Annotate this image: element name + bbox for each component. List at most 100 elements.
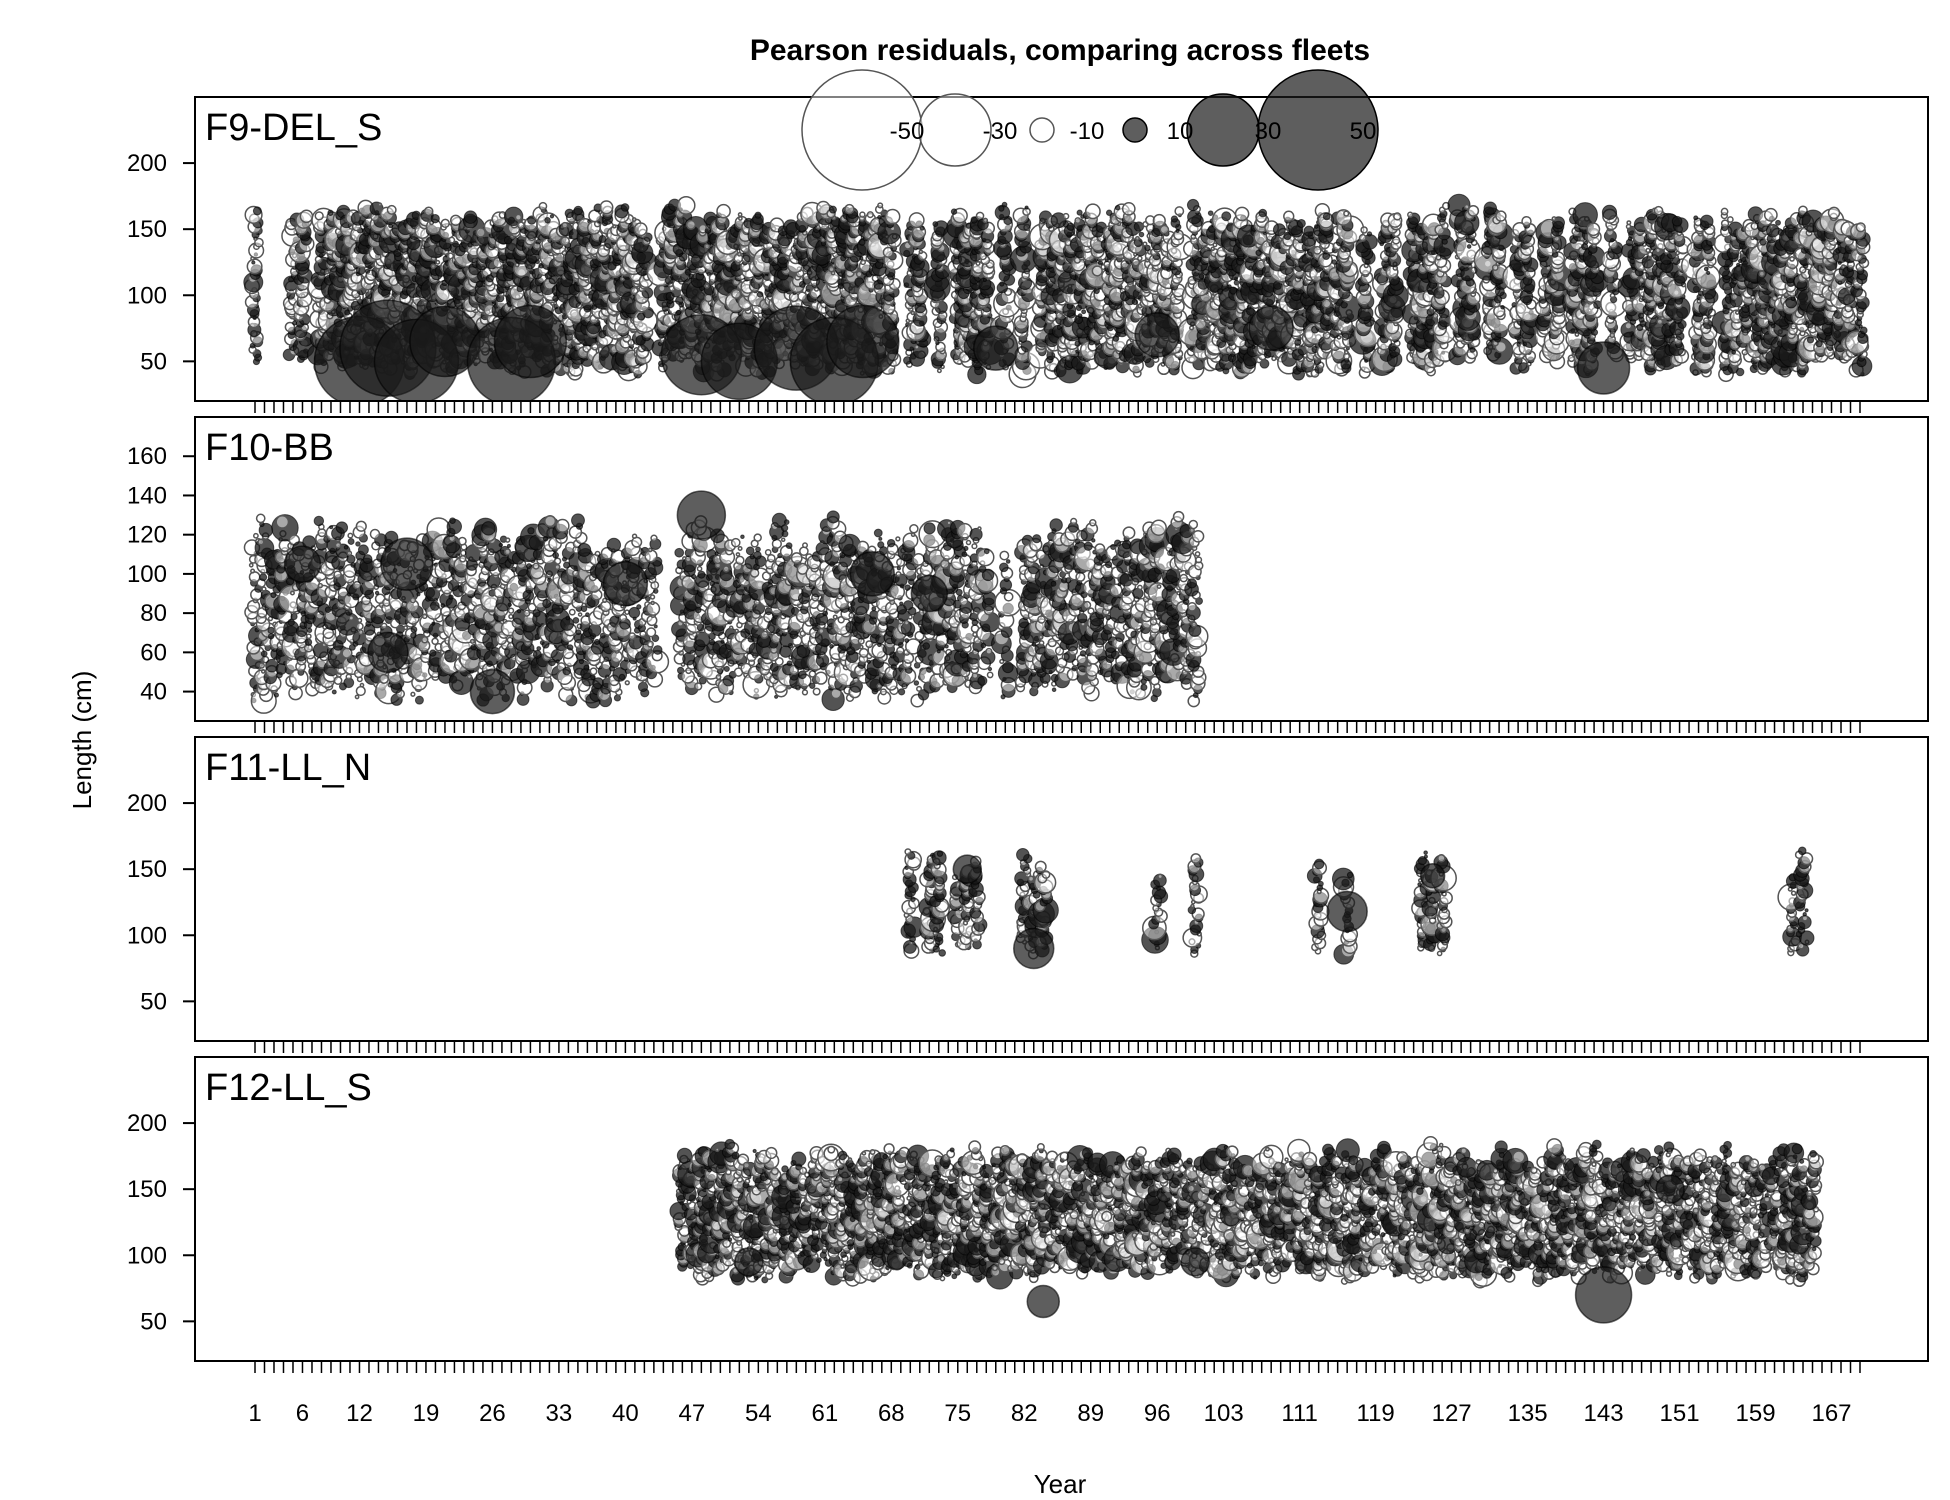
bubble-negative: [1152, 213, 1166, 228]
bubble-negative: [1358, 233, 1367, 242]
bubble-positive: [1706, 270, 1711, 276]
bubble-negative: [440, 218, 450, 228]
bubble-positive: [982, 277, 987, 282]
bubble-negative: [386, 204, 397, 215]
bubble-negative: [975, 211, 985, 221]
panels-group: F9-DEL_S50100150200F10-BB406080100120140…: [127, 96, 1929, 1373]
bubble-positive: [1331, 259, 1337, 265]
bubble-negative: [703, 243, 711, 250]
bubble-positive: [1272, 223, 1286, 237]
bubble-group: [243, 193, 1873, 401]
bubble-positive: [1500, 304, 1505, 310]
bubble-positive: [1077, 313, 1083, 319]
bubble-positive: [1703, 266, 1709, 272]
bubble-negative: [908, 212, 925, 229]
bubble-negative: [1551, 216, 1557, 222]
bubble-negative: [1062, 212, 1070, 220]
bubble-positive: [1138, 231, 1145, 238]
bubble-positive: [549, 214, 555, 219]
bubble-negative: [435, 259, 441, 265]
bubble-negative: [448, 236, 456, 244]
bubble-negative: [422, 300, 428, 305]
bubble-positive: [1246, 304, 1252, 310]
bubble-negative: [716, 203, 731, 219]
bubble-negative: [1142, 241, 1148, 247]
bubble-positive: [1583, 240, 1589, 245]
bubble-negative: [1209, 298, 1214, 303]
bubble-negative: [1703, 317, 1710, 324]
bubble-negative: [936, 368, 942, 374]
bubble-negative: [1283, 210, 1295, 222]
bubble-negative: [1407, 211, 1414, 218]
bubble-positive: [1186, 198, 1200, 212]
bubble-negative: [1134, 235, 1140, 241]
bubble-positive: [1699, 214, 1714, 229]
bubble-positive: [1303, 225, 1315, 237]
bubble-positive: [1296, 218, 1306, 228]
bubble-positive: [544, 216, 551, 224]
bubble-positive: [1483, 201, 1497, 215]
bubble-negative: [299, 209, 314, 224]
bubble-positive: [1081, 309, 1087, 315]
bubble-positive: [1466, 244, 1472, 249]
bubble-negative: [859, 211, 866, 218]
bubble-positive: [573, 205, 583, 216]
bubble-positive: [503, 235, 513, 245]
bubble-positive: [1133, 221, 1145, 232]
bubble-positive: [430, 214, 440, 224]
bubble-negative: [1159, 224, 1170, 235]
bubble-positive: [675, 309, 682, 316]
bubble-positive: [877, 215, 882, 220]
bubble-positive: [475, 280, 484, 288]
bubble-negative: [377, 202, 383, 207]
bubble-negative: [1653, 205, 1664, 216]
bubble-negative: [855, 270, 863, 278]
bubble-negative: [1645, 247, 1651, 254]
bubble-negative: [685, 219, 697, 230]
bubble-positive: [1207, 210, 1214, 216]
bubble-negative: [1360, 226, 1368, 234]
bubble-negative: [1174, 206, 1185, 217]
bubble-negative: [423, 206, 434, 217]
bubble-negative: [324, 269, 330, 275]
bubble-negative: [560, 236, 570, 247]
bubble-positive: [364, 268, 371, 274]
bubble-positive: [1671, 215, 1683, 227]
bubble-negative: [314, 211, 324, 221]
bubble-negative: [538, 201, 548, 211]
bubble-negative: [561, 221, 569, 229]
bubble-positive: [1024, 205, 1029, 210]
bubble-negative: [1393, 212, 1402, 221]
bubble-positive: [1170, 215, 1179, 223]
bubble-negative: [844, 203, 855, 215]
bubble-negative: [514, 213, 523, 221]
bubble-positive: [999, 281, 1005, 287]
bubble-positive: [1366, 231, 1373, 237]
bubble-negative: [704, 283, 710, 289]
bubble-positive: [327, 209, 334, 216]
bubble-positive: [535, 259, 540, 265]
bubble-negative: [1574, 332, 1580, 337]
bubble-negative: [633, 222, 648, 237]
bubble-negative: [1074, 217, 1082, 224]
bubble-negative: [975, 260, 981, 267]
bubble-negative: [1674, 254, 1680, 260]
bubble-positive: [1221, 211, 1232, 222]
bubble-positive: [1693, 215, 1699, 221]
bubble-positive: [598, 235, 607, 244]
bubble-negative: [1137, 255, 1143, 262]
bubble-negative: [860, 259, 866, 266]
bubble-negative: [1625, 223, 1632, 230]
bubble-negative: [1343, 210, 1350, 217]
bubble-positive: [1258, 208, 1268, 218]
bubble-positive: [828, 205, 837, 214]
bubble-positive: [1114, 204, 1121, 211]
bubble-positive: [756, 291, 764, 298]
bubble-positive: [620, 203, 630, 212]
bubble-negative: [918, 249, 924, 255]
bubble-positive: [252, 206, 262, 216]
bubble-negative: [884, 208, 901, 225]
bubble-negative: [475, 227, 486, 238]
bubble-positive: [1105, 209, 1113, 216]
